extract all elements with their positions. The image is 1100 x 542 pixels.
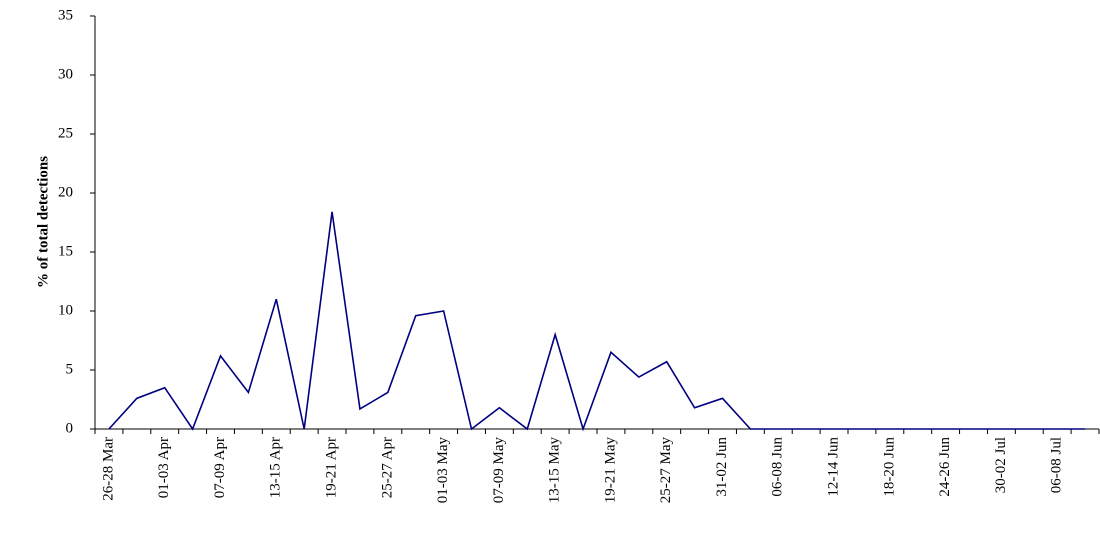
x-tick-label: 13-15 May xyxy=(547,437,563,504)
x-tick-label: 25-27 May xyxy=(658,437,674,504)
x-tick-label: 31-02 Jun xyxy=(714,437,730,497)
x-tick-label: 06-08 Jun xyxy=(770,437,786,497)
x-tick-label: 26-28 Mar xyxy=(100,437,116,501)
x-tick-label: 01-03 Apr xyxy=(156,437,172,498)
y-tick-label: 30 xyxy=(58,66,73,82)
x-tick-label: 07-09 May xyxy=(491,437,507,504)
data-line xyxy=(108,211,1086,432)
y-tick-label: 5 xyxy=(66,361,74,377)
y-tick-label: 10 xyxy=(58,302,73,318)
y-tick-label: 0 xyxy=(66,420,74,436)
x-tick-label: 19-21 May xyxy=(602,437,618,504)
x-tick-label: 13-15 Apr xyxy=(268,437,284,498)
y-tick-label: 20 xyxy=(58,184,73,200)
x-tick-label: 01-03 May xyxy=(435,437,451,504)
x-tick-label: 25-27 Apr xyxy=(379,437,395,498)
y-tick-label: 25 xyxy=(58,125,73,141)
x-tick-label: 12-14 Jun xyxy=(825,437,841,497)
y-tick-label: 15 xyxy=(58,243,73,259)
x-tick-label: 07-09 Apr xyxy=(212,437,228,498)
x-tick-label: 18-20 Jun xyxy=(881,437,897,497)
x-tick-label: 24-26 Jun xyxy=(937,437,953,497)
y-axis-title: % of total detections xyxy=(35,156,51,288)
y-tick-label: 35 xyxy=(58,7,73,23)
x-tick-label: 19-21 Apr xyxy=(323,437,339,498)
x-tick-label: 30-02 Jul xyxy=(993,437,1009,493)
x-tick-label: 06-08 Jul xyxy=(1049,437,1065,493)
